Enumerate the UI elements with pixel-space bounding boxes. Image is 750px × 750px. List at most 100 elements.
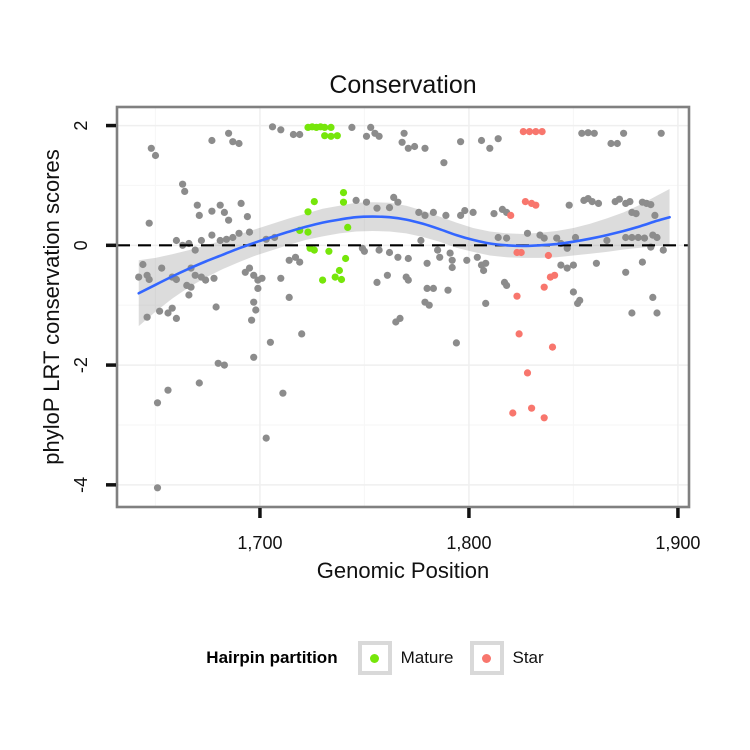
point-other: [156, 307, 164, 315]
point-other: [565, 201, 573, 209]
point-other: [210, 274, 218, 282]
point-other: [494, 135, 502, 143]
point-other: [193, 201, 201, 209]
legend-key-box-star: [469, 641, 504, 675]
point-other: [396, 314, 404, 322]
point-other: [362, 132, 371, 140]
point-other: [220, 208, 228, 216]
point-other: [258, 274, 266, 282]
point-star: [515, 330, 523, 338]
point-star: [538, 128, 546, 136]
point-other: [164, 309, 172, 317]
point-mature: [331, 273, 339, 281]
scatter-plot: 1,700 1,800 1,900 2 0 -2 -4: [71, 105, 700, 553]
point-other: [486, 144, 494, 152]
point-other: [404, 144, 412, 152]
point-other: [158, 264, 166, 272]
point-mature: [339, 189, 348, 197]
point-other: [594, 199, 603, 207]
point-other: [145, 275, 153, 284]
point-other: [235, 229, 243, 237]
y-tick-label: -2: [71, 357, 91, 373]
point-mature: [310, 246, 318, 254]
point-other: [195, 379, 203, 387]
point-other: [139, 260, 147, 269]
point-other: [632, 210, 640, 218]
legend-title: Hairpin partition: [206, 648, 338, 667]
y-tick-label: 0: [71, 240, 91, 250]
point-other: [352, 196, 360, 204]
point-star: [507, 211, 515, 219]
point-other: [615, 195, 624, 203]
point-other: [553, 234, 561, 242]
point-other: [444, 286, 452, 294]
point-other: [367, 123, 375, 131]
point-star: [548, 343, 557, 351]
point-other: [212, 303, 220, 311]
chart-title: Conservation: [329, 71, 477, 99]
x-axis-title: Genomic Position: [316, 558, 490, 583]
y-tick-label: -4: [71, 477, 91, 493]
point-other: [187, 283, 195, 291]
legend-item-mature: Mature: [357, 641, 454, 675]
point-other: [590, 129, 598, 137]
point-mature: [304, 228, 312, 236]
point-other: [411, 142, 419, 151]
point-other: [626, 198, 634, 206]
point-other: [208, 207, 216, 215]
point-other: [653, 233, 661, 242]
point-other: [229, 233, 237, 242]
point-other: [289, 130, 297, 139]
point-other: [659, 246, 667, 254]
point-other: [651, 211, 659, 219]
y-axis-title: phyloP LRT conservation scores: [39, 149, 64, 465]
point-star: [513, 292, 521, 300]
point-other: [429, 284, 437, 292]
point-other: [168, 304, 176, 312]
point-other: [622, 268, 630, 276]
point-other: [277, 126, 285, 134]
point-other: [613, 139, 621, 148]
point-other: [592, 259, 601, 267]
point-other: [250, 353, 258, 361]
point-other: [383, 271, 391, 279]
point-other: [172, 314, 180, 322]
legend-label-mature: Mature: [400, 648, 454, 667]
point-other: [172, 275, 180, 284]
point-other: [423, 284, 431, 292]
panel-border: [115, 105, 691, 509]
point-star: [532, 201, 540, 209]
point-mature: [310, 198, 318, 206]
point-other: [385, 248, 394, 257]
point-other: [490, 210, 498, 218]
point-other: [434, 246, 442, 254]
point-other: [145, 219, 153, 227]
point-mature: [304, 208, 312, 216]
point-mature: [342, 254, 350, 263]
point-other: [628, 233, 636, 242]
point-other: [220, 361, 228, 369]
point-other: [373, 204, 381, 212]
point-mature: [327, 123, 335, 131]
point-other: [404, 276, 412, 284]
point-other: [277, 274, 285, 282]
point-other: [248, 316, 256, 324]
point-other: [452, 339, 460, 347]
point-other: [225, 129, 233, 137]
point-other: [457, 211, 465, 219]
trend-line: [137, 215, 671, 295]
point-other: [208, 136, 216, 145]
point-other: [578, 129, 586, 137]
point-other: [222, 235, 231, 243]
point-star: [525, 128, 534, 136]
point-star: [519, 128, 527, 136]
point-other: [557, 261, 565, 269]
point-other: [151, 151, 160, 160]
point-other: [638, 258, 647, 266]
panel-background: [117, 107, 689, 507]
point-other: [185, 291, 193, 299]
point-other: [252, 306, 260, 314]
point-other: [385, 204, 394, 212]
point-other: [216, 236, 224, 245]
star-point-swatch: [482, 653, 491, 663]
